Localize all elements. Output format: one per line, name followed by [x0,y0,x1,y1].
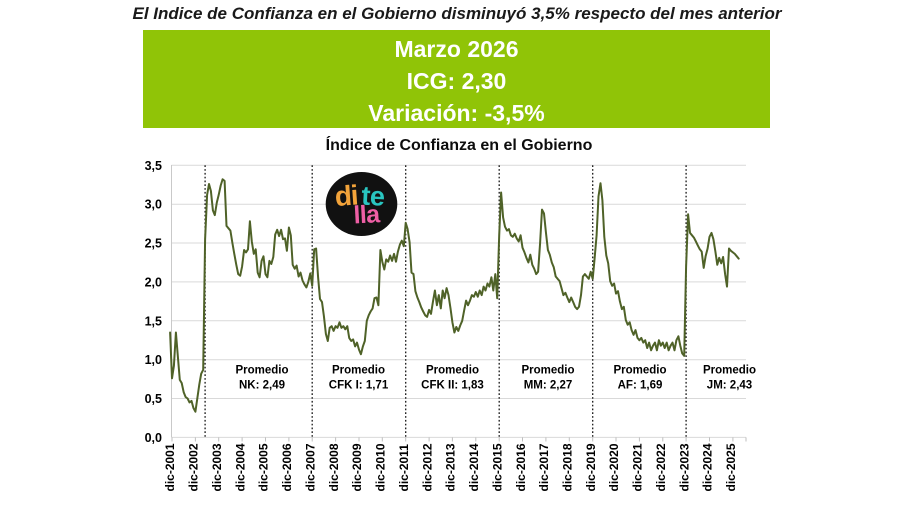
svg-text:dic-2004: dic-2004 [233,443,247,491]
svg-text:dic-2024: dic-2024 [701,443,715,491]
svg-text:dic-2019: dic-2019 [584,443,598,491]
svg-text:dic-2014: dic-2014 [467,443,481,491]
svg-text:dic-2018: dic-2018 [561,443,575,491]
svg-text:dic-2007: dic-2007 [303,443,317,491]
svg-text:dic-2022: dic-2022 [654,443,668,491]
svg-text:dic-2021: dic-2021 [631,443,645,491]
svg-text:dic-2006: dic-2006 [280,443,294,491]
svg-text:dic-2016: dic-2016 [514,443,528,491]
svg-text:0,5: 0,5 [145,392,162,406]
svg-text:2,0: 2,0 [145,275,162,289]
svg-text:dic-2009: dic-2009 [350,443,364,491]
svg-text:0,0: 0,0 [145,431,162,445]
svg-text:te: te [361,181,386,212]
svg-text:lla: lla [353,200,382,229]
svg-text:dic-2010: dic-2010 [374,443,388,491]
svg-text:dic-2020: dic-2020 [607,443,621,491]
svg-text:3,5: 3,5 [145,159,162,173]
svg-text:dic-2012: dic-2012 [420,443,434,491]
svg-text:3,0: 3,0 [145,198,162,212]
svg-text:dic-2001: dic-2001 [163,443,177,491]
svg-text:dic-2017: dic-2017 [537,443,551,491]
svg-text:dic-2003: dic-2003 [210,443,224,491]
svg-text:dic-2008: dic-2008 [327,443,341,491]
svg-text:dic-2023: dic-2023 [677,443,691,491]
svg-text:1,0: 1,0 [145,353,162,367]
svg-text:2,5: 2,5 [145,237,162,251]
svg-text:dic-2005: dic-2005 [257,443,271,491]
svg-text:dic-2015: dic-2015 [490,443,504,491]
svg-text:1,5: 1,5 [145,314,162,328]
svg-text:dic-2013: dic-2013 [444,443,458,491]
svg-text:dic-2011: dic-2011 [397,444,411,492]
svg-text:dic-2025: dic-2025 [724,443,738,491]
svg-text:di: di [334,180,359,212]
svg-text:dic-2002: dic-2002 [187,443,201,491]
